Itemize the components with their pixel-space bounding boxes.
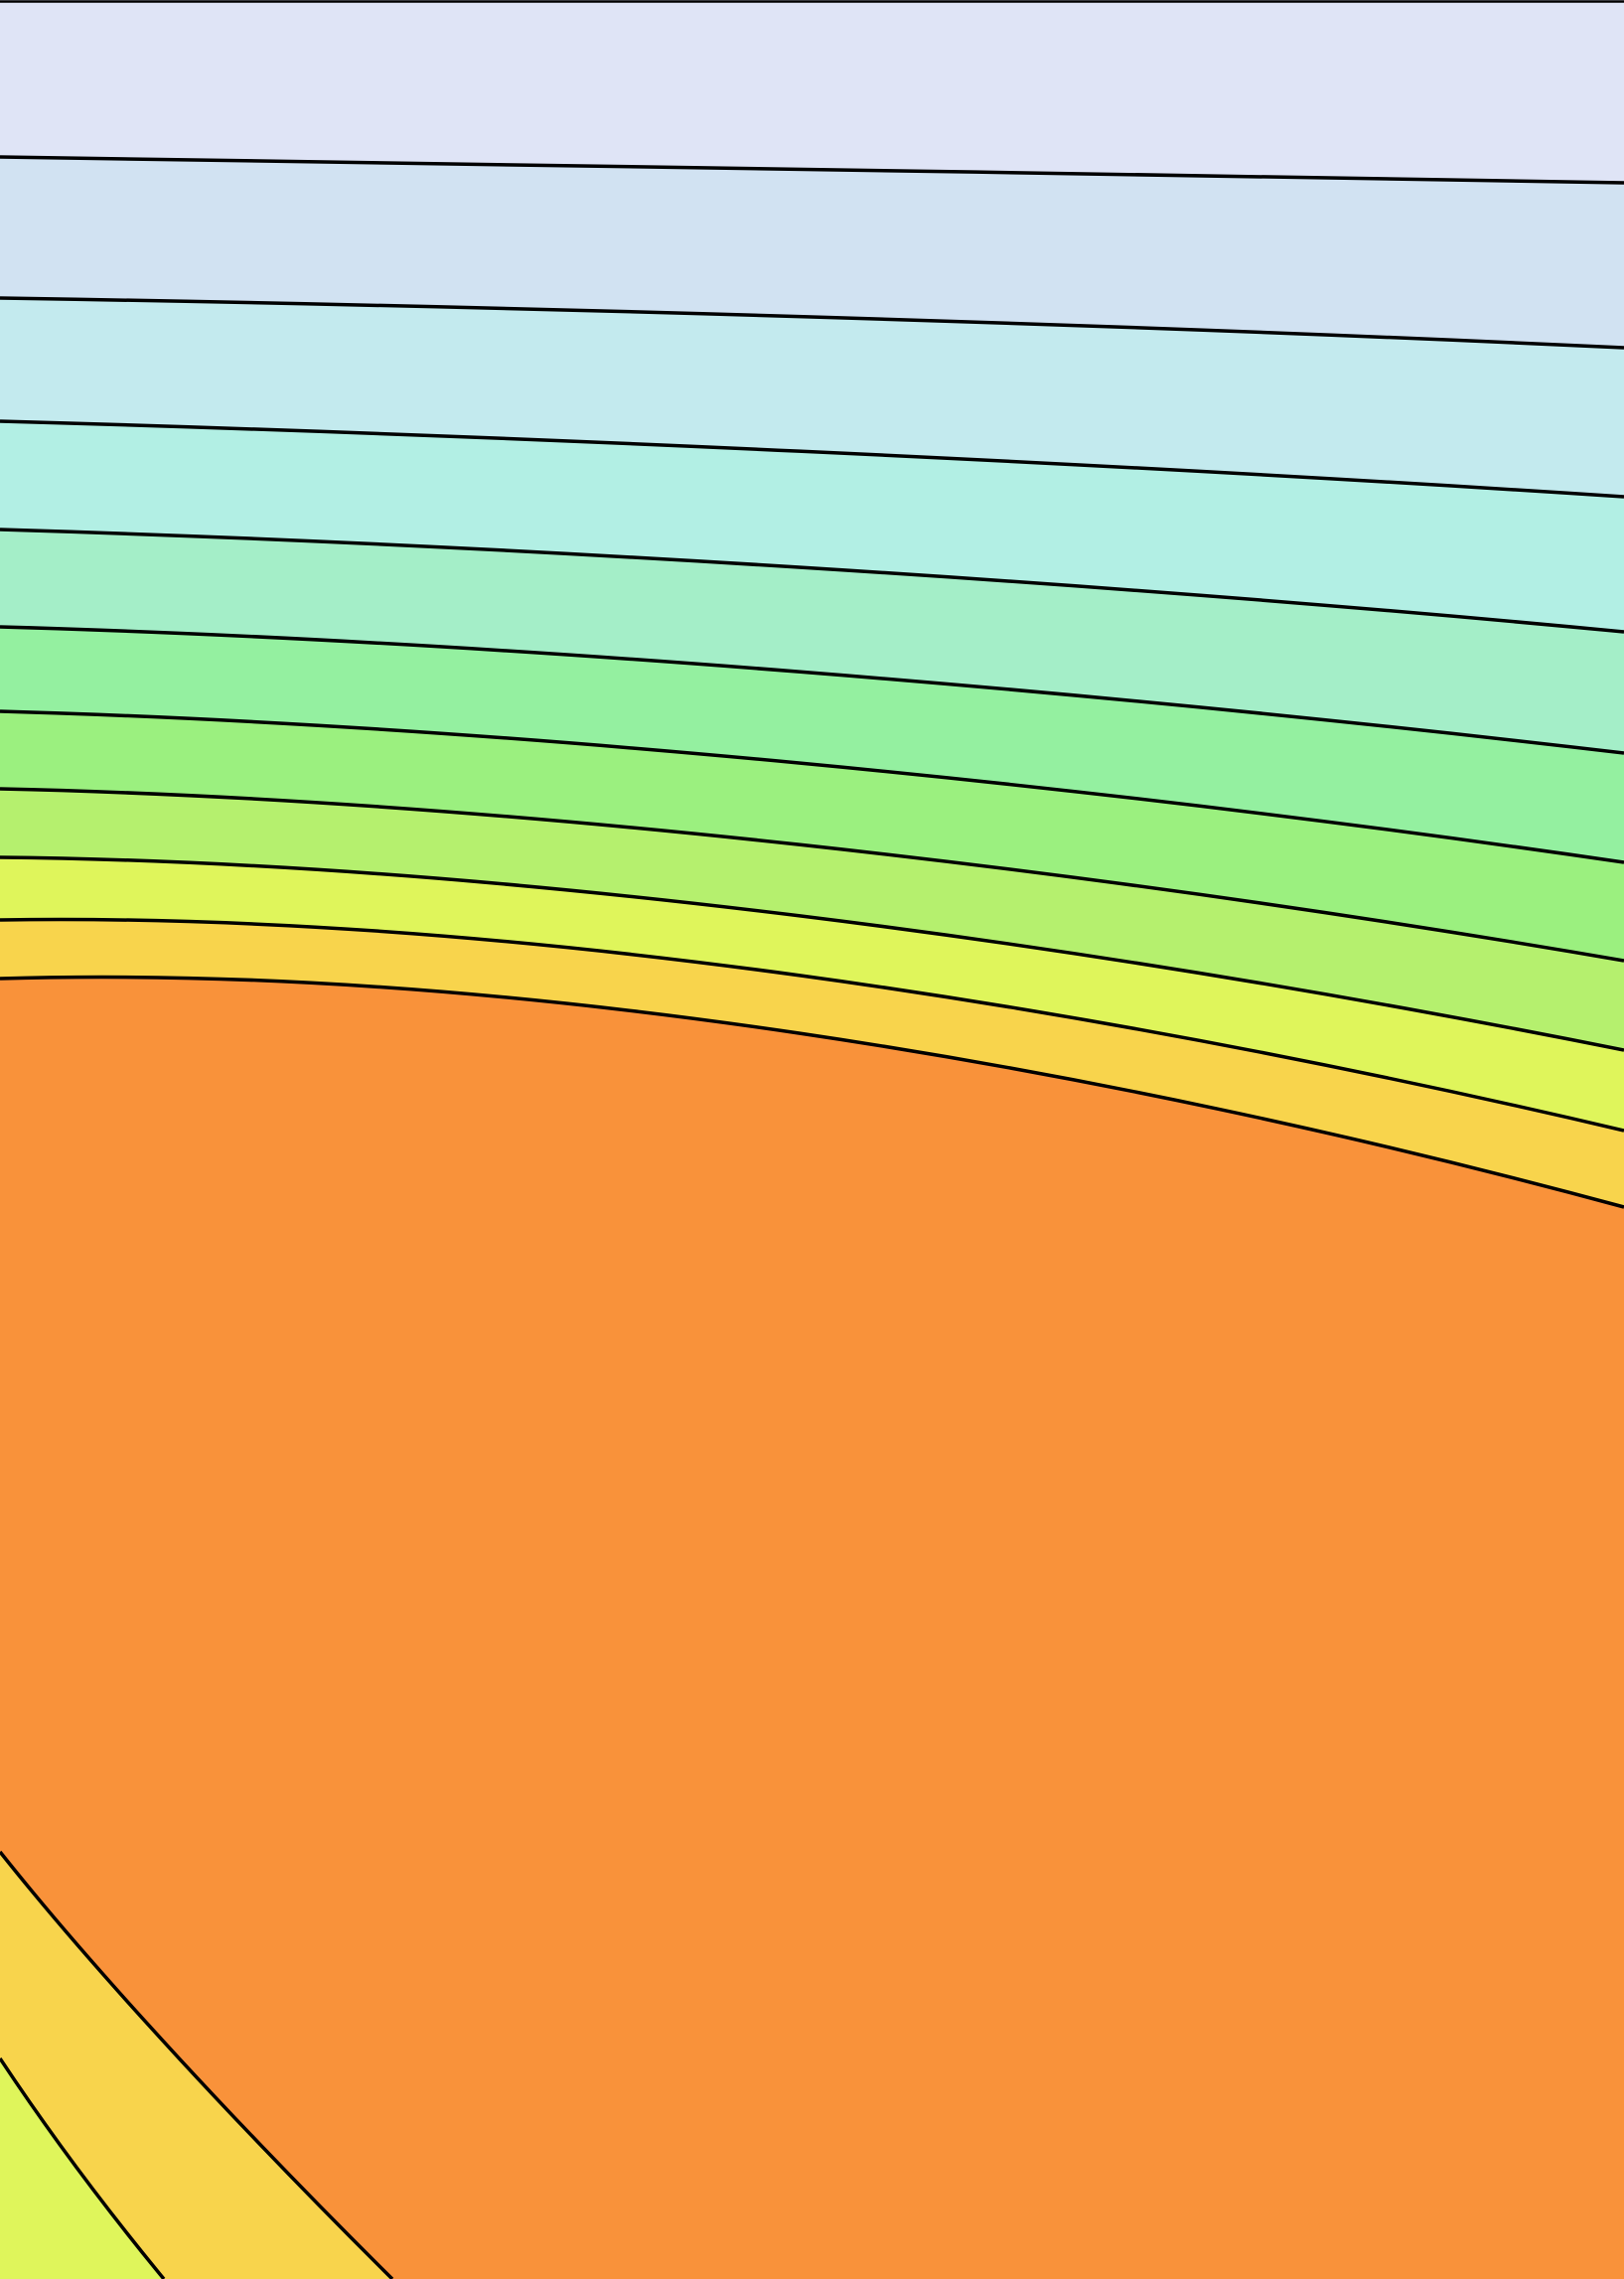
contour-line-2	[0, 296, 1624, 350]
contour-line-5	[0, 625, 1624, 755]
contour-line-4	[0, 528, 1624, 634]
contour-line-10	[0, 975, 1624, 1209]
contour-band-5	[0, 530, 1624, 753]
contour-band-8	[0, 789, 1624, 1050]
contour-line-3	[0, 419, 1624, 499]
contour-band-10	[0, 919, 1624, 1207]
contour-line-1	[0, 155, 1624, 185]
contour-band-2	[0, 157, 1624, 348]
contour-band-11	[0, 977, 1624, 2279]
contour-band-lower-inner	[0, 1852, 392, 2279]
contour-line-9	[0, 917, 1624, 1133]
contour-line-lower-2	[0, 2057, 166, 2279]
contour-band-3	[0, 298, 1624, 497]
contour-line-6	[0, 709, 1624, 864]
contour-line-8	[0, 855, 1624, 1052]
contour-band-7	[0, 711, 1624, 961]
contour-band-1	[0, 0, 1624, 183]
contour-band-6	[0, 627, 1624, 862]
contour-band-9	[0, 857, 1624, 1131]
contour-line-lower-1	[0, 1850, 394, 2279]
contour-band-lower-outer	[0, 2058, 164, 2279]
contour-line-7	[0, 787, 1624, 963]
